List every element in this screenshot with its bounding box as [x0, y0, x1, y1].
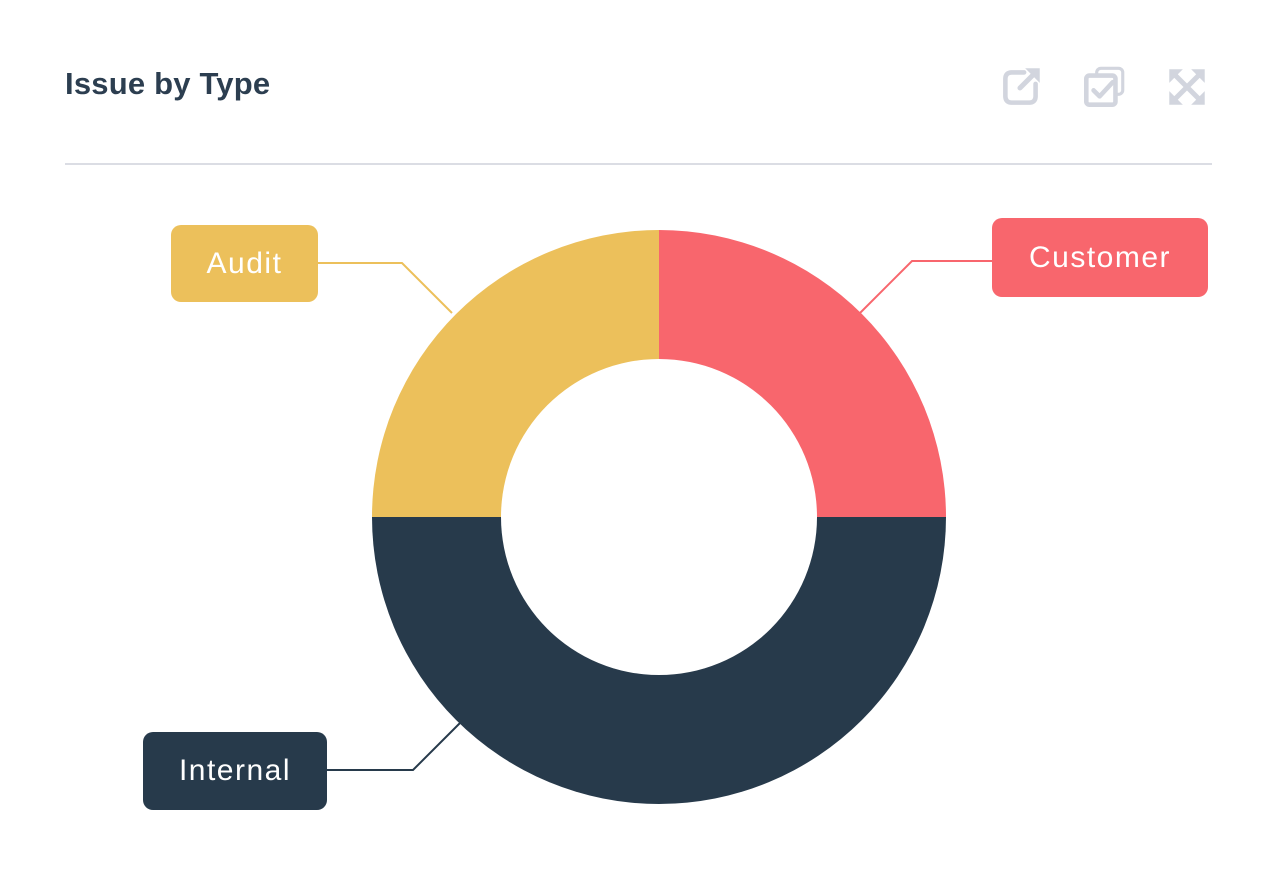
expand-button[interactable]	[1162, 62, 1212, 112]
external-link-button[interactable]	[996, 62, 1046, 112]
slice-label-text: Internal	[178, 754, 292, 787]
card-toolbar	[996, 62, 1212, 112]
callout-line-internal	[327, 719, 464, 771]
donut-ring[interactable]	[372, 230, 946, 804]
expand-icon	[1162, 62, 1212, 112]
slice-label-customer: Customer	[992, 218, 1208, 297]
copy-check-icon	[1079, 62, 1129, 112]
callout-line-audit	[318, 262, 453, 314]
slice-label-text: Audit	[206, 246, 283, 280]
copy-check-button[interactable]	[1079, 62, 1129, 112]
header-divider	[65, 163, 1212, 165]
external-link-icon	[996, 62, 1046, 112]
slice-label-audit: Audit	[171, 225, 318, 302]
callout-line-customer	[857, 260, 992, 316]
page-title: Issue by Type	[65, 66, 271, 101]
slice-label-internal: Internal	[143, 732, 327, 810]
slice-label-text: Customer	[1028, 240, 1172, 274]
